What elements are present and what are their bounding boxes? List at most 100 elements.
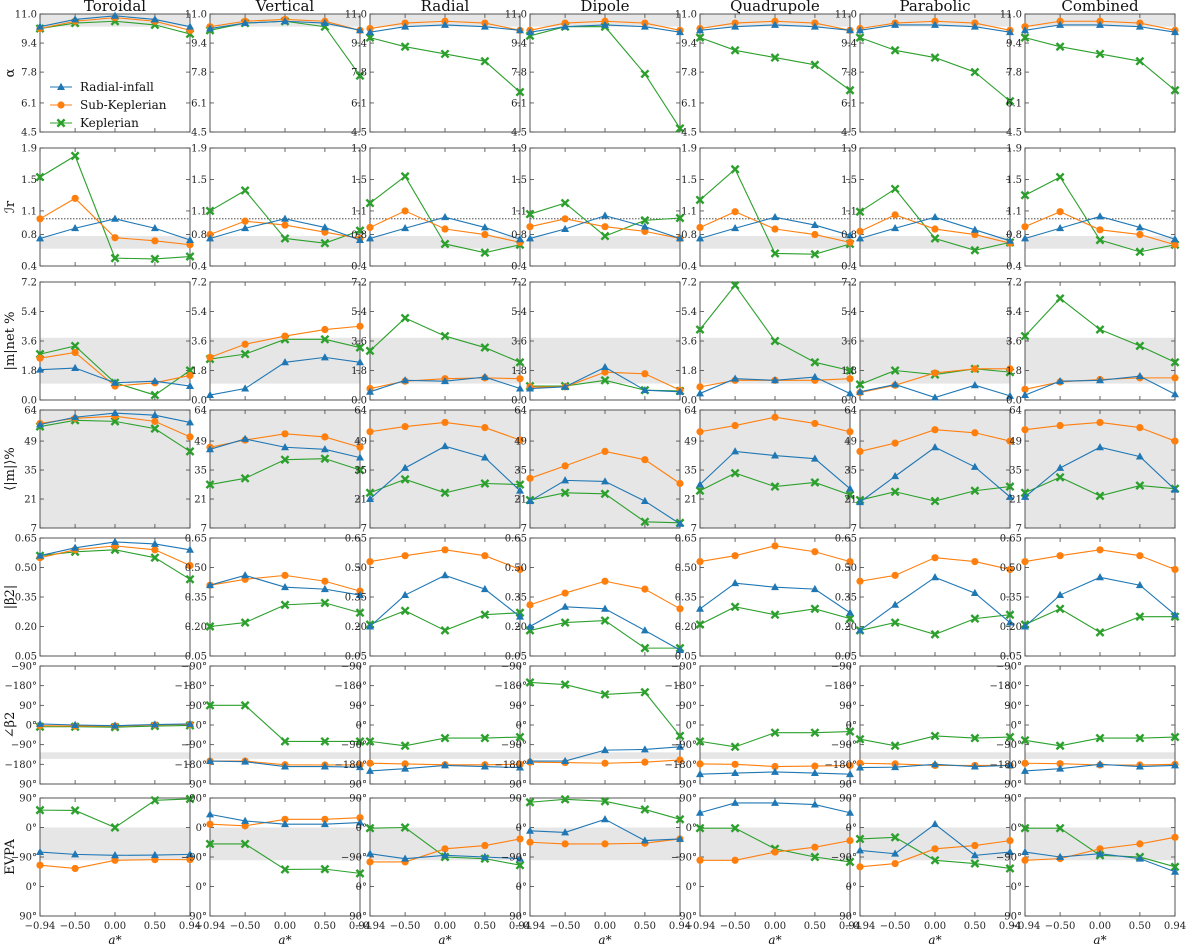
y-tick-label: 1.5 (841, 175, 857, 186)
data-point (846, 484, 854, 492)
row-label: |β2| (3, 585, 18, 610)
data-point (1135, 372, 1144, 380)
data-point (186, 545, 194, 553)
data-point (205, 839, 215, 849)
data-point (205, 206, 215, 216)
data-point (1006, 365, 1014, 373)
data-point (440, 239, 450, 249)
y-tick-label: 0° (1011, 721, 1022, 732)
y-tick-label: 0.65 (835, 534, 857, 545)
x-tick-label: 0.94 (839, 921, 861, 932)
data-point (696, 223, 704, 232)
legend-label: Keplerian (80, 116, 139, 130)
y-tick-label: 4.5 (841, 128, 857, 139)
data-point (400, 171, 410, 181)
data-point (811, 843, 819, 851)
series-radial-infall (366, 213, 524, 243)
y-tick-label: −90° (671, 740, 697, 751)
y-tick-label: 7 (31, 524, 37, 535)
column-title: Toroidal (84, 0, 146, 15)
data-point (856, 497, 864, 506)
y-tick-label: 1.5 (351, 175, 367, 186)
y-tick-label: 5.4 (21, 307, 37, 318)
y-tick-label: 0.65 (185, 534, 207, 545)
data-point (205, 622, 215, 631)
data-point (1171, 761, 1179, 769)
data-point (640, 626, 649, 634)
series-radial-infall (1021, 212, 1179, 243)
data-point (71, 224, 80, 232)
data-point (811, 548, 819, 556)
data-point (400, 313, 410, 323)
data-point (150, 720, 159, 728)
data-point (186, 371, 194, 380)
data-point (356, 235, 364, 243)
data-point (640, 215, 650, 225)
series-radial-infall (206, 571, 364, 598)
data-point (281, 762, 289, 770)
panel-toroidal: 0.4 0.8 1.1 1.5 1.9 (21, 144, 195, 273)
series-sub-keplerian (366, 418, 524, 444)
series-keplerian (365, 474, 525, 498)
data-point (320, 820, 329, 828)
data-point (281, 582, 289, 591)
data-point (1021, 856, 1029, 864)
data-point (280, 600, 290, 610)
series-keplerian (695, 602, 855, 629)
data-point (676, 519, 684, 527)
data-point (1021, 26, 1029, 34)
series-radial-infall (206, 214, 364, 243)
data-point (111, 214, 119, 222)
data-point (240, 700, 250, 710)
panel-frame (209, 537, 361, 657)
data-point (111, 851, 119, 859)
y-tick-label: 0° (846, 721, 857, 732)
data-point (931, 393, 939, 401)
panel-parabolic: 0.05 0.20 0.35 0.50 0.65 (835, 534, 1015, 663)
y-tick-label: 90° (349, 780, 367, 791)
data-point (36, 215, 44, 223)
x-tick-label: 0.00 (434, 921, 456, 932)
y-tick-label: −180° (825, 760, 857, 771)
data-point (526, 756, 534, 764)
data-point (480, 610, 490, 620)
data-point (846, 769, 854, 778)
data-point (695, 620, 705, 629)
data-point (441, 845, 449, 853)
data-point (355, 343, 365, 353)
data-point (1005, 610, 1015, 620)
data-point (856, 759, 864, 767)
y-tick-label: 7.8 (511, 68, 527, 79)
panel-vertical: 7 21 35 49 64 (194, 406, 365, 535)
data-point (366, 428, 374, 436)
y-tick-label: −90° (11, 740, 37, 751)
y-tick-label: 6.1 (511, 98, 527, 109)
data-point (971, 558, 979, 566)
y-tick-label: 0° (846, 882, 857, 893)
data-point (1020, 735, 1030, 745)
data-point (1006, 565, 1014, 574)
data-point (441, 376, 449, 385)
data-point (771, 798, 779, 806)
data-point (1135, 247, 1145, 257)
y-tick-label: 90° (679, 780, 697, 791)
y-tick-label: 0.65 (345, 534, 367, 545)
data-point (695, 195, 705, 205)
data-point (891, 849, 900, 857)
data-point (366, 759, 374, 767)
y-tick-label: 1.8 (511, 366, 527, 377)
data-point (515, 732, 525, 742)
data-point (1006, 236, 1014, 244)
panel-toroidal: 4.5 6.1 7.8 9.4 11.0 (15, 10, 195, 139)
data-point (890, 618, 900, 628)
data-point (1171, 27, 1179, 36)
data-point (561, 215, 569, 223)
y-tick-label: 0° (26, 721, 37, 732)
data-point (560, 488, 570, 498)
y-tick-label: 0° (516, 882, 527, 893)
series-radial-infall (36, 537, 194, 559)
y-tick-label: 0.50 (345, 563, 367, 574)
y-tick-label: 90° (19, 780, 37, 791)
data-point (696, 234, 704, 242)
data-point (600, 375, 610, 385)
